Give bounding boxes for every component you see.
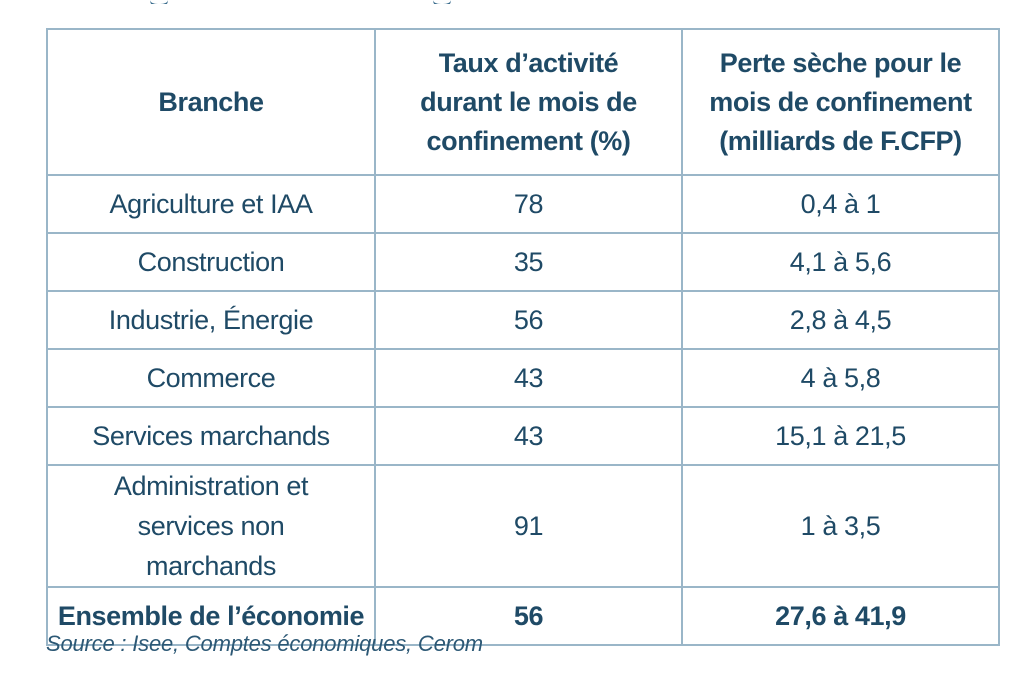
cell-perte: 0,4 à 1 <box>681 174 1000 234</box>
data-table: Branche Taux d’activité durant le mois d… <box>46 28 1000 646</box>
cell-perte: 4,1 à 5,6 <box>681 232 1000 292</box>
cropped-glyph <box>150 0 168 4</box>
table-row: Agriculture et IAA 78 0,4 à 1 <box>46 174 1000 234</box>
table-row: Services marchands 43 15,1 à 21,5 <box>46 406 1000 466</box>
table-row: Industrie, Énergie 56 2,8 à 4,5 <box>46 290 1000 350</box>
cell-taux: 35 <box>374 232 683 292</box>
cell-taux: 56 <box>374 290 683 350</box>
cell-branche: Services marchands <box>46 406 376 466</box>
cell-branche: Commerce <box>46 348 376 408</box>
cell-branche-text: Administration et services non marchands <box>113 471 309 581</box>
cell-branche: Administration et services non marchands <box>46 464 376 588</box>
cell-perte: 2,8 à 4,5 <box>681 290 1000 350</box>
cell-taux: 43 <box>374 348 683 408</box>
cell-taux: 43 <box>374 406 683 466</box>
table-total-row: Ensemble de l’économie 56 27,6 à 41,9 <box>46 586 1000 646</box>
total-branche: Ensemble de l’économie <box>46 586 376 646</box>
header-taux-text: Taux d’activité durant le mois de confin… <box>420 47 637 156</box>
cell-perte: 15,1 à 21,5 <box>681 406 1000 466</box>
total-perte: 27,6 à 41,9 <box>681 586 1000 646</box>
header-perte-text: Perte sèche pour le mois de confinement … <box>709 47 972 156</box>
cell-perte: 1 à 3,5 <box>681 464 1000 588</box>
table-row: Commerce 43 4 à 5,8 <box>46 348 1000 408</box>
table-row: Administration et services non marchands… <box>46 464 1000 588</box>
cell-branche: Construction <box>46 232 376 292</box>
header-branche: Branche <box>46 28 376 176</box>
table-header-row: Branche Taux d’activité durant le mois d… <box>46 28 1000 176</box>
cropped-glyph <box>433 0 451 4</box>
cell-branche: Agriculture et IAA <box>46 174 376 234</box>
total-taux: 56 <box>374 586 683 646</box>
source-note: Source : Isee, Comptes économiques, Cero… <box>46 631 483 656</box>
cell-perte: 4 à 5,8 <box>681 348 1000 408</box>
header-taux: Taux d’activité durant le mois de confin… <box>374 28 683 176</box>
cell-taux: 78 <box>374 174 683 234</box>
table-row: Construction 35 4,1 à 5,6 <box>46 232 1000 292</box>
cell-branche: Industrie, Énergie <box>46 290 376 350</box>
cropped-text-above <box>150 0 870 4</box>
cell-taux: 91 <box>374 464 683 588</box>
header-perte: Perte sèche pour le mois de confinement … <box>681 28 1000 176</box>
